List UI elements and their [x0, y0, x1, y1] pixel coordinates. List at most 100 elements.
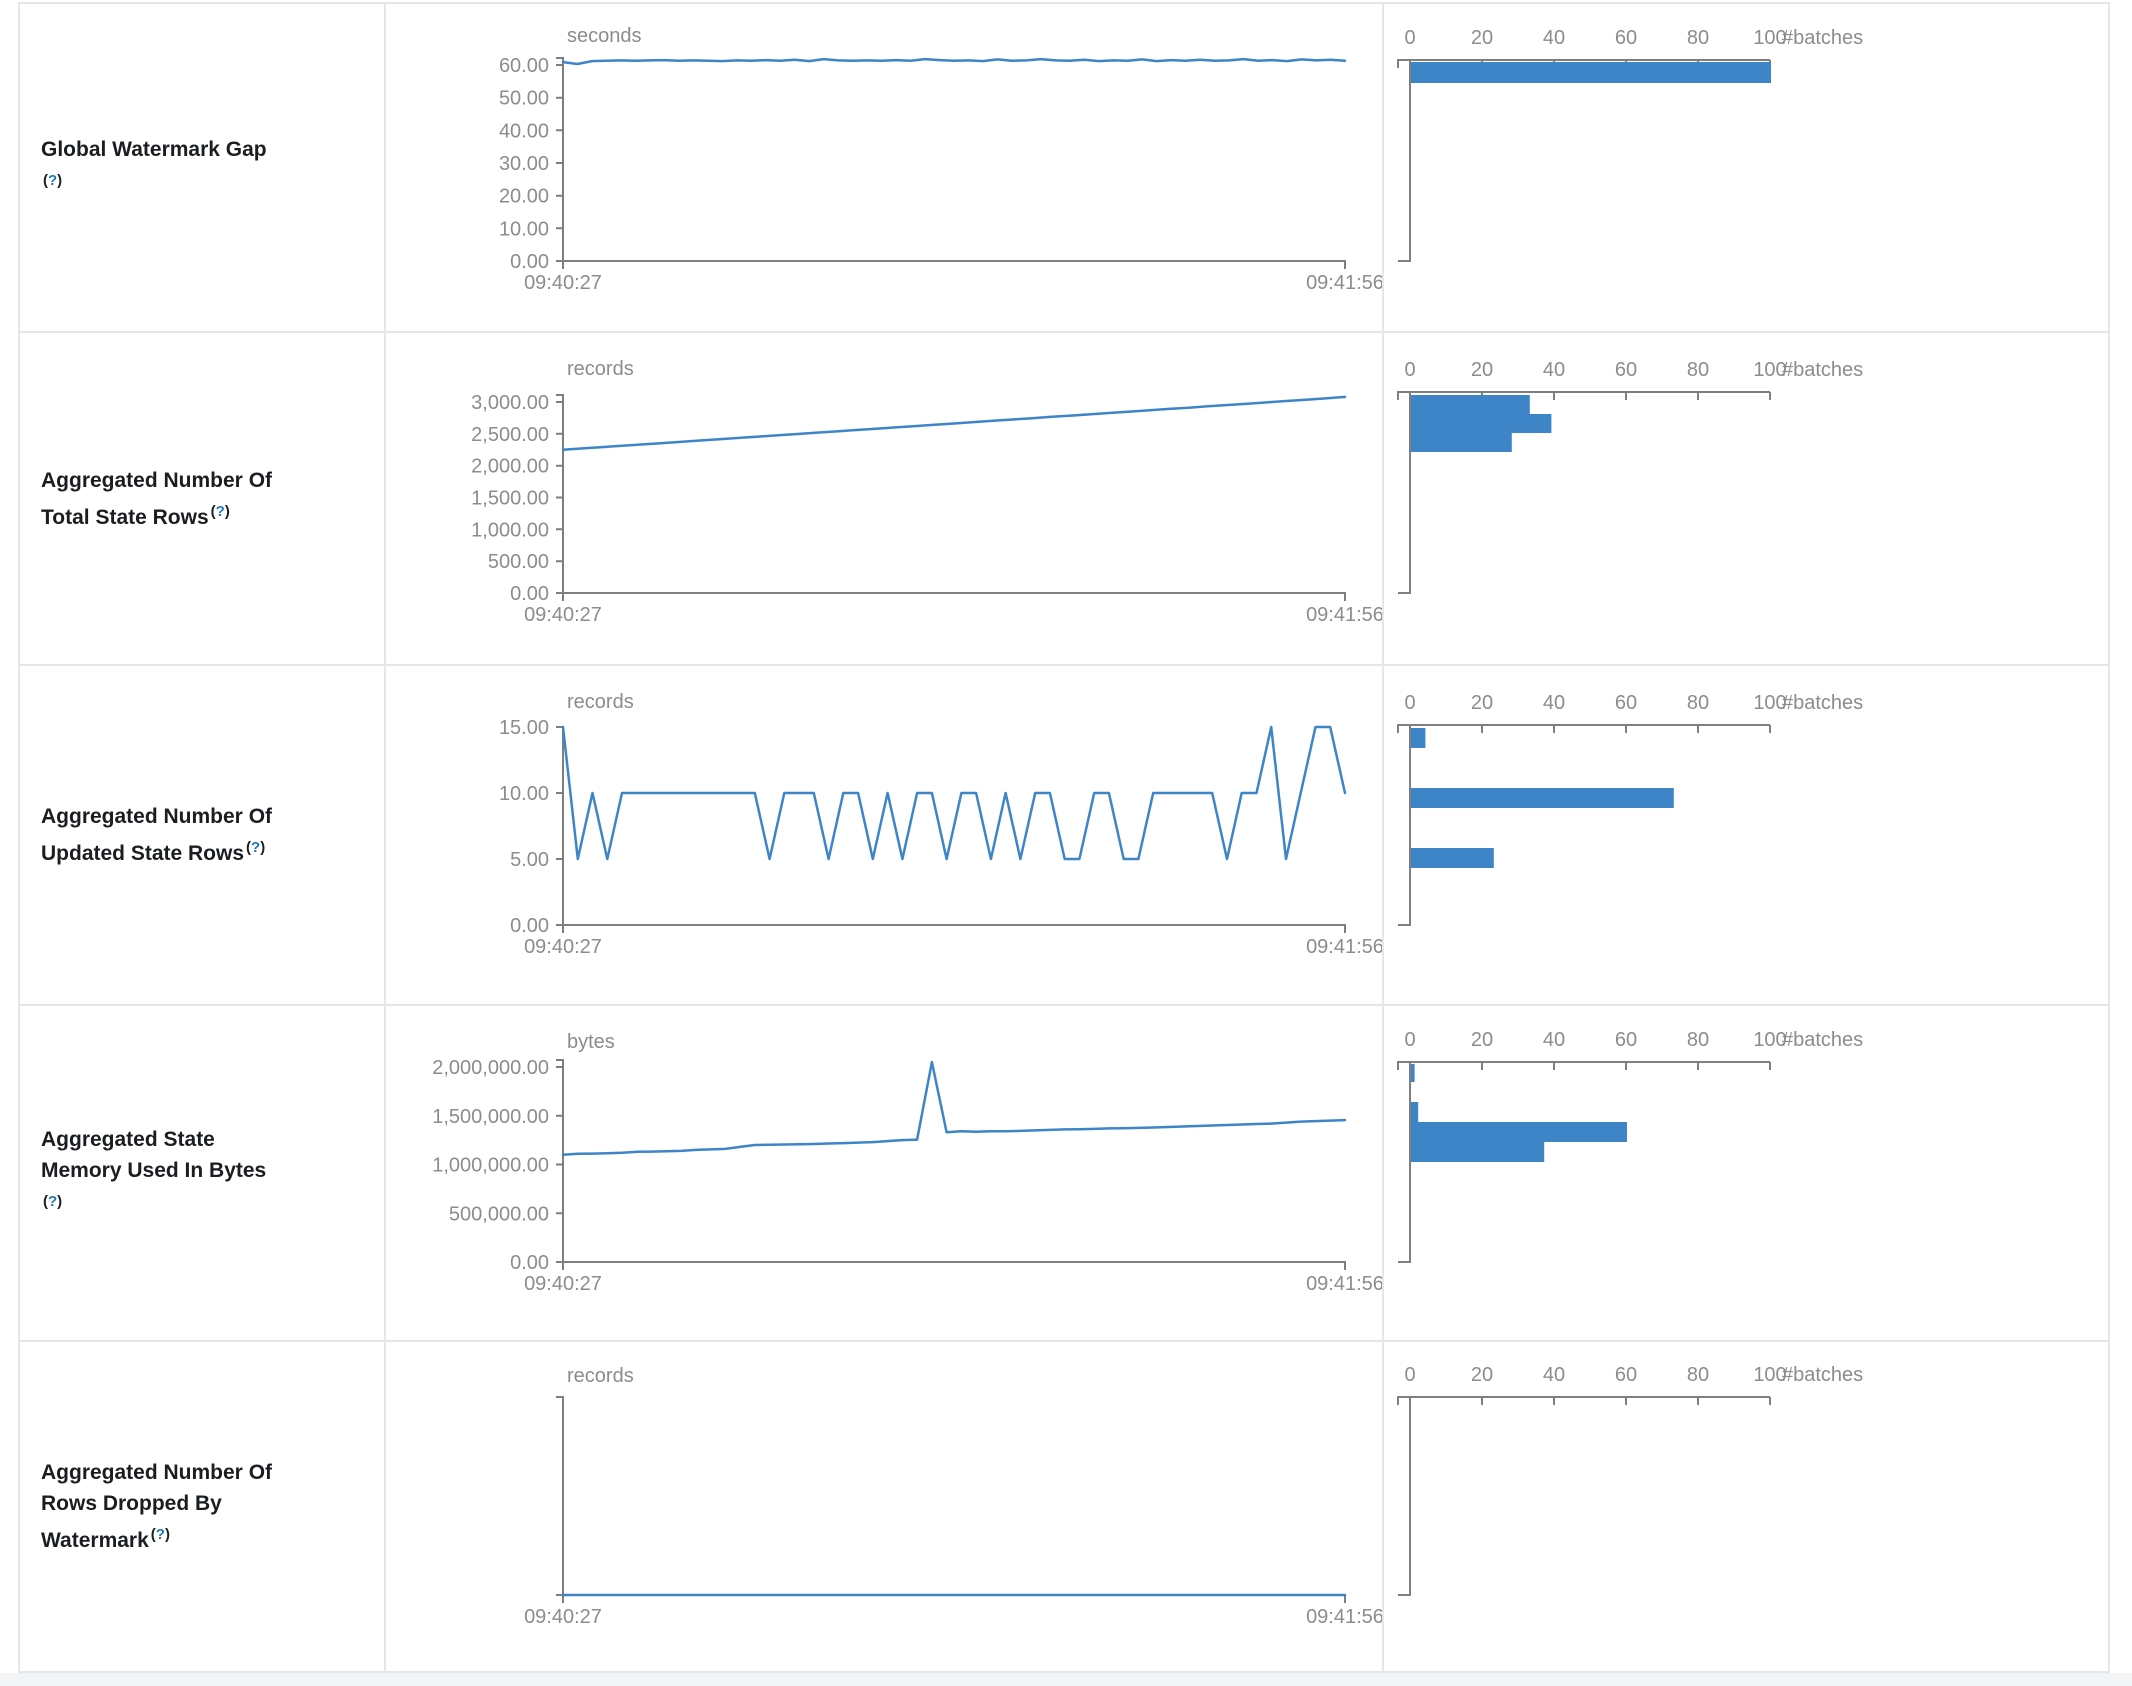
hist-axis-label: #batches	[1782, 1029, 1863, 1051]
y-tick-label: 500.00	[488, 551, 549, 573]
hist-axis-label: #batches	[1782, 1364, 1863, 1386]
hist-bar	[1411, 1122, 1627, 1142]
hist-tick-label: 100	[1753, 1029, 1786, 1051]
y-tick-label: 40.00	[499, 120, 549, 142]
y-tick-label: 0.00	[510, 1252, 549, 1274]
histogram-chart: 0 20 40 60 80 100#batches	[1397, 359, 1863, 594]
unit-label: records	[567, 358, 634, 380]
hist-bar	[1411, 395, 1530, 414]
hist-axes	[1397, 1061, 1771, 1263]
y-tick-label: 60.00	[499, 55, 549, 77]
y-tick-label: 5.00	[510, 849, 549, 871]
y-tick-label: 20.00	[499, 186, 549, 208]
metric-line	[561, 725, 1347, 861]
hist-tick-label: 0	[1404, 1029, 1415, 1051]
hist-axis-label: #batches	[1782, 27, 1863, 49]
y-tick-label: 3,000.00	[471, 392, 549, 414]
hist-axes	[1397, 59, 1771, 262]
help-question-icon: ?	[215, 502, 225, 520]
x-start-label: 09:40:27	[524, 604, 602, 626]
hist-tick-label: 0	[1404, 359, 1415, 381]
chart-axes	[556, 726, 1346, 933]
y-tick-label: 2,000,000.00	[432, 1057, 549, 1079]
metric-title: Aggregated Number Of Updated State Rows	[41, 805, 273, 865]
help-link[interactable]: (?)	[43, 1193, 62, 1210]
x-start-label: 09:40:27	[524, 1273, 602, 1295]
y-tick-label: 30.00	[499, 153, 549, 175]
hist-tick-label: 100	[1753, 1364, 1786, 1386]
help-question-icon: ?	[48, 171, 58, 189]
help-paren-close: )	[57, 1192, 63, 1210]
y-tick-label: 1,000.00	[471, 519, 549, 541]
histogram-cell: 0 20 40 60 80 100 #batches	[1384, 1342, 2108, 1671]
hist-tick-label: 60	[1615, 359, 1637, 381]
hist-tick-label: 20	[1471, 1029, 1493, 1051]
metric-label-cell: Aggregated Number Of Rows Dropped By Wat…	[20, 1342, 386, 1671]
x-end-label: 09:41:56	[1306, 604, 1382, 626]
hist-tick-label: 20	[1471, 692, 1493, 714]
y-tick-label: 500,000.00	[449, 1203, 549, 1225]
hist-bar	[1411, 1064, 1415, 1082]
histogram-chart: 0 20 40 60 80 100#batches	[1397, 1364, 1863, 1596]
metric-title: Aggregated State Memory Used In Bytes	[41, 1127, 267, 1182]
hist-tick-label: 100	[1753, 359, 1786, 381]
y-tick-label: 2,500.00	[471, 424, 549, 446]
hist-tick-label: 20	[1471, 1364, 1493, 1386]
streaming-statistics-table: Global Watermark Gap (?) seconds 60.00 50.0…	[18, 2, 2110, 1673]
help-link[interactable]: (?)	[211, 503, 230, 520]
x-start-label: 09:40:27	[524, 1606, 602, 1628]
timeline-chart-cell: records 09:40:27 09:41:56	[386, 1342, 1384, 1671]
hist-tick-label: 100	[1753, 27, 1786, 49]
hist-tick-label: 20	[1471, 359, 1493, 381]
hist-tick-label: 60	[1615, 1364, 1637, 1386]
metric-title: Aggregated Number Of Total State Rows	[41, 468, 273, 529]
chart-axes	[556, 1059, 1346, 1270]
help-link[interactable]: (?)	[246, 839, 265, 856]
metric-line	[561, 1060, 1347, 1157]
help-paren-open: (	[150, 1526, 156, 1543]
help-paren-open: (	[43, 171, 48, 189]
hist-tick-label: 40	[1543, 692, 1565, 714]
help-paren-open: (	[210, 502, 216, 520]
hist-tick-label: 80	[1687, 359, 1709, 381]
hist-tick-label: 80	[1687, 692, 1709, 714]
metric-row: Aggregated Number Of Rows Dropped By Wat…	[20, 1342, 2108, 1671]
help-link[interactable]: (?)	[151, 1526, 170, 1543]
x-end-label: 09:41:56	[1306, 936, 1382, 958]
hist-bar	[1411, 433, 1512, 452]
hist-axis-label: #batches	[1782, 359, 1863, 381]
metric-label-cell: Aggregated State Memory Used In Bytes (?…	[20, 1006, 386, 1340]
hist-tick-label: 40	[1543, 27, 1565, 49]
help-question-icon: ?	[251, 839, 261, 856]
metric-row: Aggregated Number Of Total State Rows (?)…	[20, 333, 2108, 666]
y-tick-label: 2,000.00	[471, 456, 549, 478]
histogram-cell: 0 20 40 60 80 100 #batches	[1384, 666, 2108, 1004]
help-paren-close: )	[260, 839, 266, 856]
help-link[interactable]: (?)	[43, 172, 62, 189]
metric-title: Global Watermark Gap	[41, 137, 267, 161]
histogram-cell: 0 20 40 60 80 100 #batches	[1384, 4, 2108, 331]
metric-row: Aggregated Number Of Updated State Rows(…	[20, 666, 2108, 1006]
timeline-chart: bytes 2,000,000.00 1,500,000.00 1,000,000.0…	[432, 1031, 1382, 1295]
help-paren-open: (	[246, 839, 252, 856]
metric-line	[561, 395, 1347, 452]
y-tick-label: 0.00	[510, 915, 549, 937]
y-tick-label: 1,000,000.00	[432, 1155, 549, 1177]
help-question-icon: ?	[48, 1192, 58, 1210]
hist-bar	[1411, 1102, 1419, 1122]
hist-tick-label: 60	[1615, 27, 1637, 49]
hist-tick-label: 80	[1687, 1029, 1709, 1051]
y-tick-label: 1,500.00	[471, 488, 549, 510]
metric-label-cell: Aggregated Number Of Total State Rows (?)	[20, 333, 386, 664]
hist-bar	[1411, 728, 1426, 748]
y-tick-label: 50.00	[499, 88, 549, 110]
hist-tick-label: 0	[1404, 27, 1415, 49]
help-paren-close: )	[224, 502, 230, 520]
timeline-chart: seconds 60.00 50.00 40.00 30.00 20.00 10.00 0.0…	[499, 25, 1382, 294]
hist-tick-label: 60	[1615, 1029, 1637, 1051]
timeline-chart-cell: records 3,000.00 2,500.00 2,000.00 1,500.00 1…	[386, 333, 1384, 664]
y-tick-label: 15.00	[499, 717, 549, 739]
timeline-chart-cell: bytes 2,000,000.00 1,500,000.00 1,000,000.0…	[386, 1006, 1384, 1340]
hist-tick-label: 40	[1543, 359, 1565, 381]
